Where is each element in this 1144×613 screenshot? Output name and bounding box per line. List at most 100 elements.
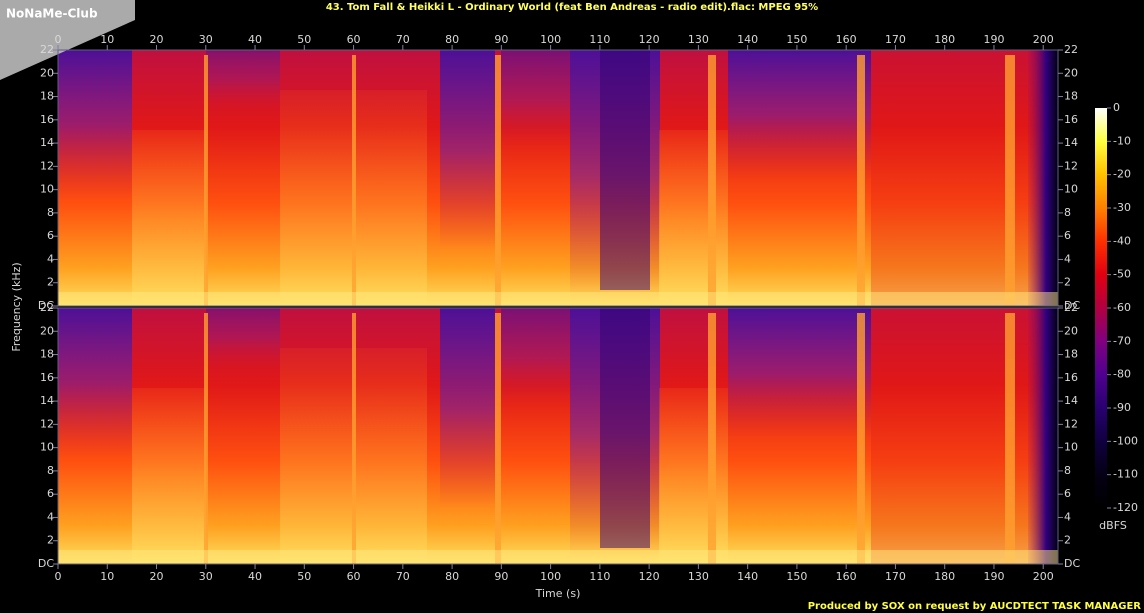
y-tick-label: DC xyxy=(38,557,54,570)
y-tick-label: 10 xyxy=(40,183,54,196)
x-tick-label: 30 xyxy=(199,570,213,583)
y-tick-label: 16 xyxy=(1064,371,1078,384)
y-tick-label: 6 xyxy=(1064,487,1071,500)
y-tick-label: 18 xyxy=(1064,348,1078,361)
y-tick-label: 8 xyxy=(1064,464,1071,477)
x-tick-label: 150 xyxy=(786,33,807,46)
y-tick-label: 12 xyxy=(40,417,54,430)
chart-title: 43. Tom Fall & Heikki L - Ordinary World… xyxy=(326,2,818,13)
y-tick-label: 8 xyxy=(47,206,54,219)
y-tick-label: 16 xyxy=(40,371,54,384)
x-tick-label: 100 xyxy=(540,570,561,583)
y-tick-label: 22 xyxy=(40,301,54,314)
colorbar-tick-label: -80 xyxy=(1113,368,1131,381)
x-tick-label: 160 xyxy=(836,570,857,583)
x-tick-label: 200 xyxy=(1033,33,1054,46)
x-tick-label: 170 xyxy=(885,570,906,583)
y-tick-label: 14 xyxy=(40,136,54,149)
y-tick-label: 18 xyxy=(1064,90,1078,103)
colorbar-tick-label: 0 xyxy=(1113,101,1120,114)
y-tick-label: 12 xyxy=(40,159,54,172)
x-tick-label: 40 xyxy=(248,570,262,583)
colorbar xyxy=(1095,108,1107,508)
y-tick-label: 18 xyxy=(40,90,54,103)
x-tick-label: 180 xyxy=(934,570,955,583)
x-tick-label: 130 xyxy=(688,33,709,46)
colorbar-tick-label: -100 xyxy=(1113,434,1138,447)
y-tick-label: 18 xyxy=(40,348,54,361)
x-tick-label: 10 xyxy=(100,33,114,46)
y-tick-label: DC xyxy=(1064,557,1080,570)
colorbar-tick-label: -50 xyxy=(1113,268,1131,281)
y-tick-label: 2 xyxy=(1064,276,1071,289)
y-tick-label: 22 xyxy=(1064,43,1078,56)
y-tick-label: 20 xyxy=(40,324,54,337)
colorbar-tick-label: -70 xyxy=(1113,334,1131,347)
y-tick-label: 22 xyxy=(40,43,54,56)
y-tick-label: 16 xyxy=(40,113,54,126)
y-tick-label: 22 xyxy=(1064,301,1078,314)
x-tick-label: 110 xyxy=(589,33,610,46)
y-tick-label: 4 xyxy=(47,510,54,523)
x-tick-label: 170 xyxy=(885,33,906,46)
x-tick-label: 40 xyxy=(248,33,262,46)
x-tick-label: 120 xyxy=(639,33,660,46)
y-tick-label: DC xyxy=(38,299,54,312)
x-tick-label: 90 xyxy=(494,570,508,583)
colorbar-tick-label: -90 xyxy=(1113,401,1131,414)
x-tick-label: 130 xyxy=(688,570,709,583)
y-tick-label: 14 xyxy=(1064,136,1078,149)
x-tick-label: 60 xyxy=(347,33,361,46)
x-tick-label: 190 xyxy=(983,570,1004,583)
y-tick-label: 4 xyxy=(1064,252,1071,265)
y-tick-label: 6 xyxy=(47,229,54,242)
x-tick-label: 30 xyxy=(199,33,213,46)
y-tick-label: DC xyxy=(1064,299,1080,312)
y-tick-label: 20 xyxy=(40,66,54,79)
x-tick-label: 90 xyxy=(494,33,508,46)
colorbar-tick-label: -60 xyxy=(1113,301,1131,314)
watermark: NoNaMe-Club xyxy=(0,0,135,80)
x-tick-label: 70 xyxy=(396,33,410,46)
y-tick-label: 10 xyxy=(1064,183,1078,196)
y-tick-label: 12 xyxy=(1064,159,1078,172)
x-tick-label: 150 xyxy=(786,570,807,583)
x-tick-label: 70 xyxy=(396,570,410,583)
y-tick-label: 4 xyxy=(47,252,54,265)
colorbar-tick-label: -10 xyxy=(1113,134,1131,147)
x-tick-label: 20 xyxy=(150,33,164,46)
y-tick-label: 14 xyxy=(1064,394,1078,407)
y-axis-label: Frequency (kHz) xyxy=(10,262,23,351)
spectrogram-right xyxy=(58,308,1058,564)
x-tick-label: 80 xyxy=(445,33,459,46)
footer: Produced by SOX on request by AUCDTECT T… xyxy=(808,601,1142,612)
x-tick-label: 0 xyxy=(55,570,62,583)
y-tick-label: 2 xyxy=(1064,534,1071,547)
y-tick-label: 2 xyxy=(47,276,54,289)
y-tick-label: 20 xyxy=(1064,324,1078,337)
x-tick-label: 140 xyxy=(737,33,758,46)
y-tick-label: 10 xyxy=(40,441,54,454)
x-tick-label: 200 xyxy=(1033,570,1054,583)
colorbar-tick-label: -30 xyxy=(1113,201,1131,214)
colorbar-label: dBFS xyxy=(1099,519,1127,532)
panel-frame xyxy=(57,307,1059,565)
x-tick-label: 190 xyxy=(983,33,1004,46)
x-tick-label: 110 xyxy=(589,570,610,583)
y-tick-label: 14 xyxy=(40,394,54,407)
y-tick-label: 16 xyxy=(1064,113,1078,126)
panel-frame xyxy=(57,49,1059,307)
y-tick-label: 4 xyxy=(1064,510,1071,523)
x-tick-label: 80 xyxy=(445,570,459,583)
x-tick-label: 100 xyxy=(540,33,561,46)
x-axis-label: Time (s) xyxy=(535,587,581,600)
x-tick-label: 140 xyxy=(737,570,758,583)
spectrogram-left xyxy=(58,50,1058,306)
y-tick-label: 12 xyxy=(1064,417,1078,430)
colorbar-tick-label: -120 xyxy=(1113,501,1138,514)
x-tick-label: 50 xyxy=(297,33,311,46)
y-tick-label: 8 xyxy=(47,464,54,477)
x-tick-label: 50 xyxy=(297,570,311,583)
